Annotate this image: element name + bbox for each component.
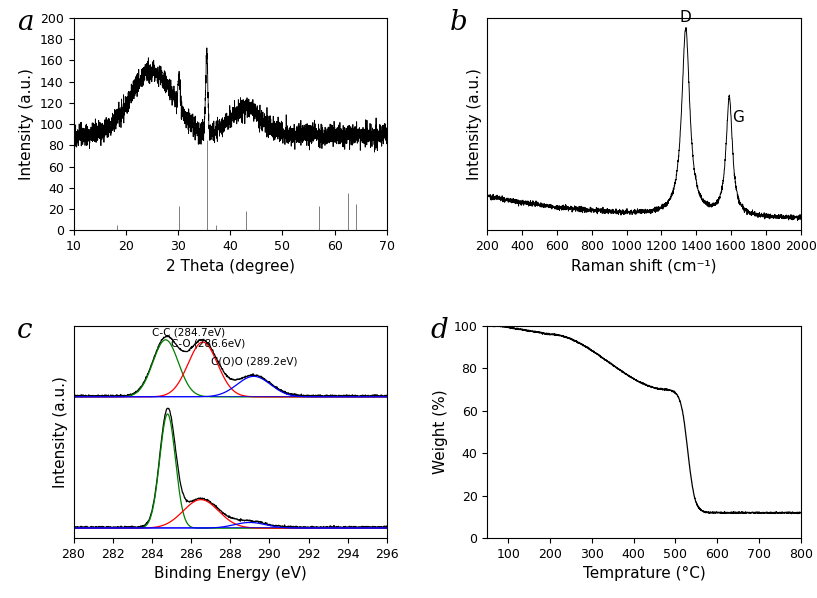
X-axis label: 2 Theta (degree): 2 Theta (degree)	[166, 258, 295, 273]
Text: D: D	[680, 10, 692, 25]
Text: c: c	[17, 318, 33, 344]
X-axis label: Raman shift (cm⁻¹): Raman shift (cm⁻¹)	[571, 258, 717, 273]
X-axis label: Binding Energy (eV): Binding Energy (eV)	[154, 566, 306, 581]
Text: b: b	[449, 10, 467, 36]
Y-axis label: Weight (%): Weight (%)	[433, 390, 448, 474]
Text: C-O (286.6eV): C-O (286.6eV)	[172, 338, 246, 349]
X-axis label: Temprature (°C): Temprature (°C)	[583, 566, 705, 581]
Y-axis label: Intensity (a.u.): Intensity (a.u.)	[53, 376, 68, 488]
Text: G: G	[732, 111, 744, 126]
Text: a: a	[17, 10, 33, 36]
Y-axis label: Intensity (a.u.): Intensity (a.u.)	[20, 68, 34, 180]
Text: d: d	[431, 318, 449, 344]
Y-axis label: Intensity (a.u.): Intensity (a.u.)	[467, 68, 482, 180]
Text: C-C (284.7eV): C-C (284.7eV)	[152, 327, 225, 337]
Text: C(O)O (289.2eV): C(O)O (289.2eV)	[211, 357, 297, 367]
